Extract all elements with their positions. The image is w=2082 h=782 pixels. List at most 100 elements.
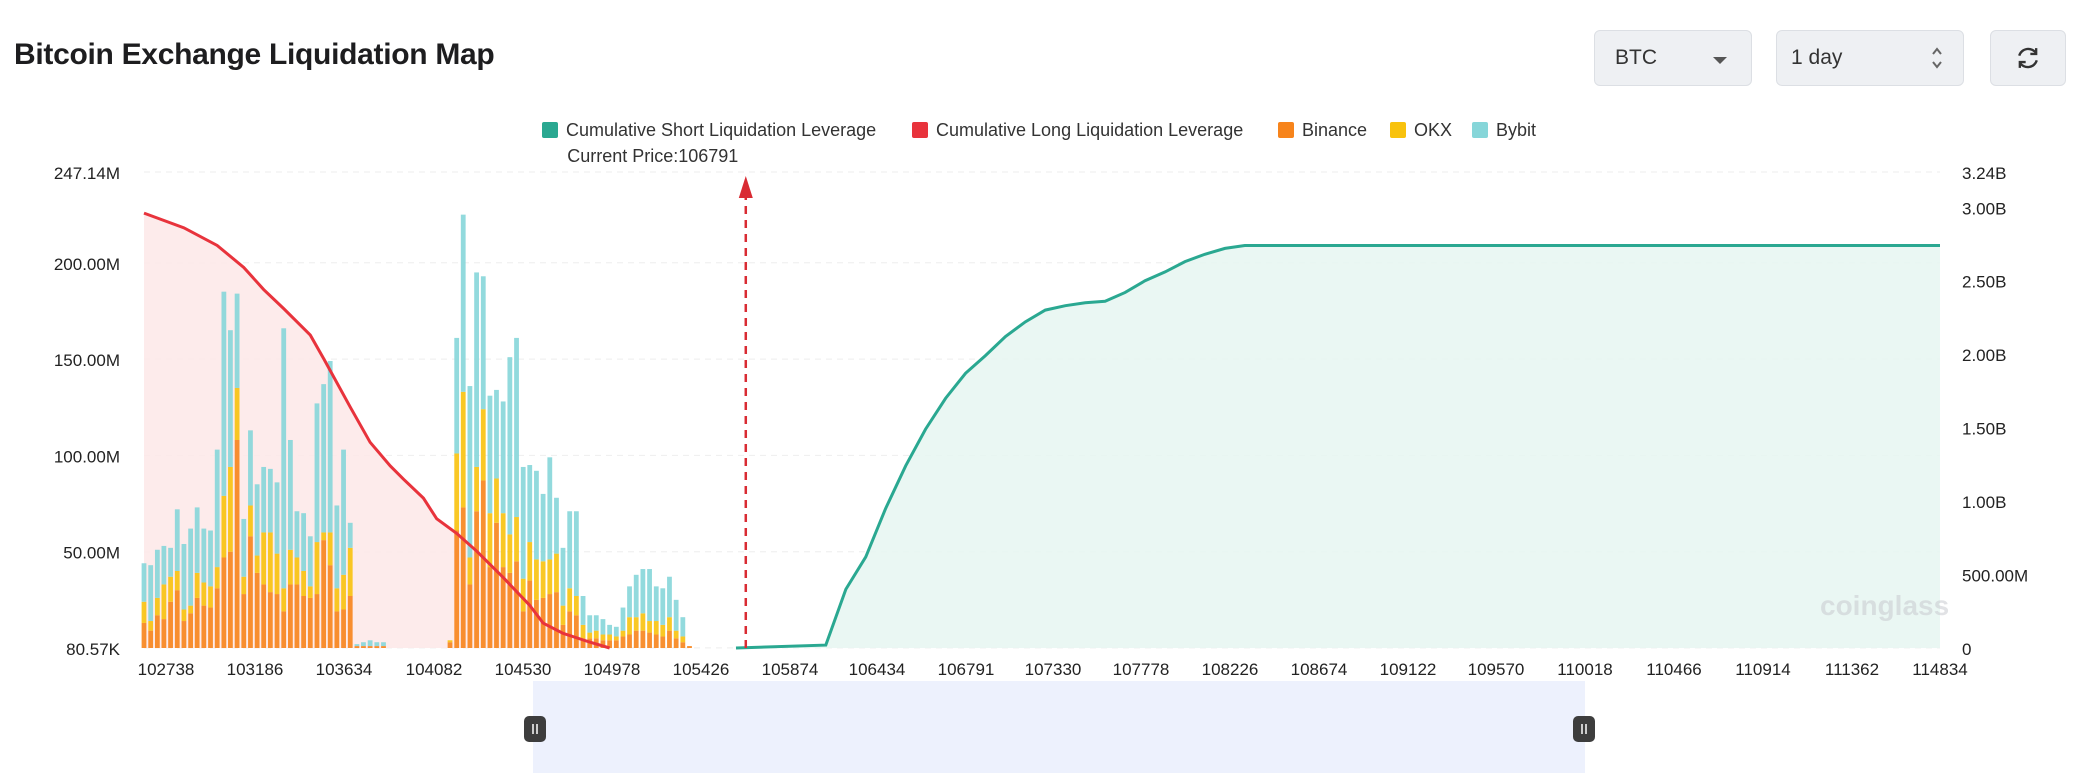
bar-binance (314, 594, 320, 648)
bar-bybit (381, 642, 386, 647)
bar-okx (214, 567, 220, 589)
bar-binance (248, 536, 253, 648)
bar-binance (141, 622, 147, 648)
bar-okx (307, 586, 313, 598)
bar-okx (288, 549, 293, 585)
bar-okx (228, 466, 233, 552)
bar-okx (593, 630, 599, 639)
y-left-tick-label: 80.57K (66, 640, 121, 659)
bar-okx (267, 532, 273, 593)
bar-okx (454, 453, 460, 531)
bar-binance (161, 619, 167, 648)
bar-okx (500, 513, 506, 568)
bar-binance (514, 561, 519, 648)
x-tick-label: 110914 (1735, 660, 1790, 679)
bar-okx (254, 555, 260, 573)
bar-okx (447, 640, 453, 643)
bar-okx (487, 513, 493, 568)
bar-okx (580, 624, 586, 639)
bar-binance (547, 594, 553, 648)
x-tick-label: 109570 (1468, 660, 1525, 679)
navigator-left-handle[interactable] (524, 716, 546, 742)
bar-binance (367, 646, 373, 648)
bar-binance (214, 588, 220, 648)
y-right-tick-label: 2.50B (1962, 273, 2006, 292)
bar-bybit (600, 619, 606, 635)
x-tick-label: 108226 (1202, 660, 1259, 679)
bar-okx (294, 557, 300, 585)
x-tick-label: 104978 (584, 660, 641, 679)
x-tick-label: 105426 (673, 660, 730, 679)
bar-bybit (540, 493, 546, 562)
bar-okx (321, 532, 327, 541)
x-tick-label: 103634 (316, 660, 373, 679)
bar-bybit (201, 528, 207, 583)
legend-swatch (1278, 122, 1294, 138)
bar-okx (534, 559, 539, 600)
navigator-right-handle[interactable] (1573, 716, 1595, 742)
bar-bybit (587, 615, 593, 633)
bar-binance (174, 590, 180, 648)
bar-okx (248, 505, 253, 537)
range-select[interactable]: 1 day (1776, 30, 1964, 86)
x-tick-label: 107330 (1025, 660, 1082, 679)
bar-binance (301, 595, 307, 648)
bar-binance (374, 646, 380, 648)
bar-binance (307, 597, 313, 648)
refresh-button[interactable] (1990, 30, 2066, 86)
bar-okx (148, 621, 154, 631)
bar-bybit (640, 569, 646, 614)
bar-bybit (560, 547, 566, 606)
bar-okx (234, 387, 240, 440)
bar-okx (520, 578, 526, 612)
bar-binance (228, 551, 233, 648)
bar-bybit (148, 565, 154, 622)
x-tick-label: 104530 (495, 660, 552, 679)
bar-binance (620, 636, 626, 648)
bar-okx (208, 586, 213, 608)
bar-bybit (161, 545, 167, 585)
legend-label: OKX (1414, 120, 1452, 140)
bar-bybit (294, 511, 300, 558)
short-cumulative-line (735, 243, 1940, 650)
bar-binance (254, 572, 260, 648)
bar-binance (687, 646, 692, 648)
bar-bybit (573, 511, 579, 596)
bar-binance (168, 601, 173, 648)
range-navigator[interactable] (533, 681, 1585, 773)
y-right-tick-label: 3.00B (1962, 199, 2006, 218)
bar-binance (600, 640, 606, 648)
bar-okx (281, 588, 287, 612)
bar-bybit (547, 457, 553, 560)
x-tick-label: 102738 (138, 660, 195, 679)
bar-bybit (487, 395, 493, 514)
bar-binance (534, 599, 539, 648)
bar-bybit (221, 291, 227, 496)
bar-okx (161, 584, 167, 620)
bar-bybit (214, 449, 220, 568)
bar-okx (507, 534, 513, 573)
bar-binance (647, 632, 652, 648)
coin-select[interactable]: BTC (1594, 30, 1752, 86)
bar-okx (600, 634, 606, 641)
bar-bybit (301, 513, 307, 571)
bar-bybit (354, 644, 360, 647)
bar-bybit (254, 484, 260, 556)
legend-label: Binance (1302, 120, 1367, 140)
bar-binance (188, 613, 194, 648)
bar-bybit (680, 617, 686, 637)
bar-binance (627, 634, 632, 648)
y-right-tick-label: 1.00B (1962, 493, 2006, 512)
bar-binance (507, 572, 513, 648)
current-price-arrow (738, 176, 753, 198)
bar-okx (514, 517, 519, 562)
bar-bybit (181, 543, 187, 610)
bar-okx (613, 636, 619, 641)
bar-bybit (660, 588, 666, 625)
y-right-tick-label: 2.00B (1962, 346, 2006, 365)
bar-bybit (288, 439, 293, 550)
bar-okx (640, 613, 646, 631)
range-select-value: 1 day (1791, 46, 1843, 69)
bar-okx (301, 570, 307, 596)
y-left-tick-label: 247.14M (54, 164, 120, 183)
